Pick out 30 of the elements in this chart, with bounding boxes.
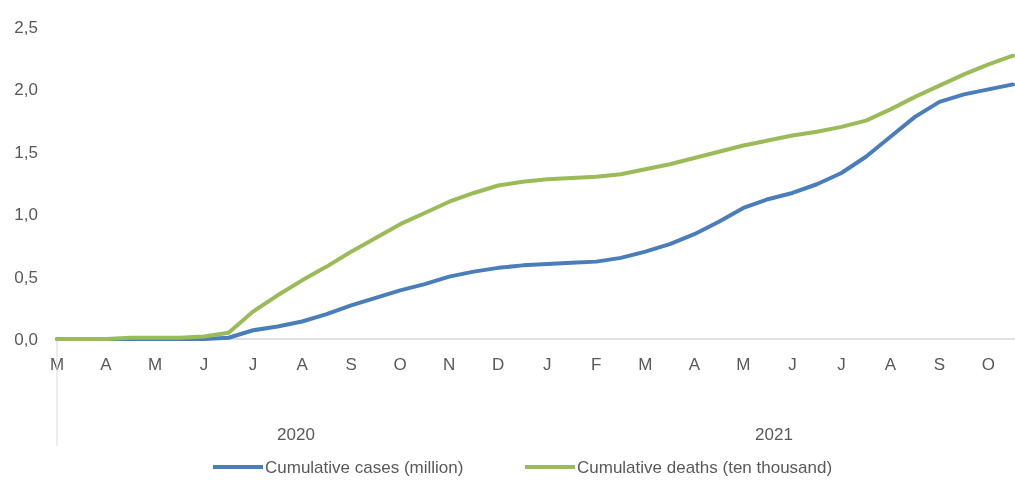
x-tick-label: S [345,355,357,374]
x-tick-label: M [638,355,653,374]
x-tick-label: M [736,355,751,374]
y-tick-label: 1,5 [14,142,38,162]
x-tick-label: O [981,355,996,374]
x-tick-label: F [591,355,602,374]
x-tick-label: D [492,355,505,374]
x-tick-label: J [199,355,209,374]
x-tick-label: N [443,355,456,374]
x-tick-label: J [788,355,797,374]
y-tick-label: 2,0 [14,80,38,100]
x-tick-label: M [147,355,163,374]
text: 2021 [755,425,793,444]
x-tick-label: A [688,355,701,374]
x-tick-label: S [933,355,946,374]
legend-label: Cumulative deaths (ten thousand) [577,458,833,477]
y-tick-label: 2,5 [14,17,38,37]
y-tick-label: 0,0 [14,329,38,349]
y-tick-label: 0,5 [14,267,38,287]
legend-label: Cumulative cases (million) [265,458,464,477]
x-tick-label: A [884,355,897,374]
x-tick-label: A [296,355,309,374]
x-tick-label: M [49,355,65,374]
text: 2020 [277,425,315,444]
y-tick-label: 1,0 [14,205,38,225]
x-tick-label: A [100,355,113,374]
x-tick-label: O [393,355,407,374]
x-tick-label: J [837,355,846,374]
x-tick-label: J [248,355,258,374]
x-tick-label: J [543,355,552,374]
